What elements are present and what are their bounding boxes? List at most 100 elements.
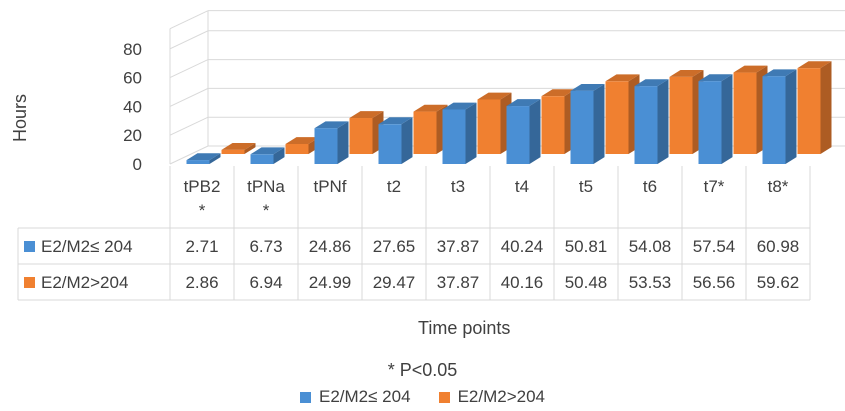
bar-series-1	[762, 69, 797, 164]
data-label: 24.99	[309, 273, 352, 292]
data-label: 37.87	[437, 273, 480, 292]
bar-top	[570, 83, 605, 91]
bar-top	[314, 121, 349, 129]
bar-side	[593, 83, 605, 164]
legend-item-series-2: E2/M2>204	[438, 386, 545, 408]
bar-series-1	[570, 83, 605, 164]
y-tick-label: 40	[123, 97, 142, 116]
category-label: t8*	[768, 177, 789, 196]
data-label: 2.71	[185, 237, 218, 256]
bar-series-2	[669, 70, 704, 154]
gridline	[169, 30, 845, 50]
bar-side	[721, 74, 733, 164]
legend-label-series-2: E2/M2>204	[457, 387, 545, 406]
bar-front	[250, 154, 274, 164]
data-label: 2.86	[185, 273, 218, 292]
data-label: 60.98	[757, 237, 800, 256]
significance-note: * P<0.05	[387, 360, 458, 380]
bar-series-1	[314, 121, 349, 164]
data-label: 57.54	[693, 237, 736, 256]
bar-series-2	[541, 89, 576, 154]
bar-front	[442, 109, 466, 164]
bar-series-1	[442, 102, 477, 164]
y-axis-title: Hours	[10, 94, 30, 142]
table-series-name: E2/M2>204	[41, 273, 128, 292]
bar-front	[605, 81, 629, 154]
bar-front	[733, 72, 757, 154]
bar-series-1	[506, 99, 541, 164]
table-series-swatch	[24, 277, 35, 288]
bar-front	[634, 86, 658, 164]
bar-top	[762, 69, 797, 77]
bar-side	[337, 121, 349, 164]
data-label: 6.94	[249, 273, 282, 292]
bar-front	[506, 106, 530, 164]
bar-front	[797, 68, 821, 154]
bar-top	[477, 92, 512, 100]
category-label: t2	[387, 177, 401, 196]
table-series-name: E2/M2≤ 204	[41, 237, 133, 256]
bar-side	[273, 147, 285, 164]
x-axis-title: Time points	[418, 318, 511, 338]
data-label: 24.86	[309, 237, 352, 256]
bar-front	[698, 81, 722, 164]
y-axis-ticks: 0 20 40 60 80	[123, 40, 142, 174]
data-label: 40.16	[501, 273, 544, 292]
bar-series-2	[221, 143, 256, 154]
bar-front	[378, 124, 402, 164]
category-label: t5	[579, 177, 593, 196]
bar-top	[733, 65, 768, 73]
data-label: 6.73	[249, 237, 282, 256]
top-edge	[169, 10, 209, 30]
bar-front	[314, 128, 338, 164]
data-label: 29.47	[373, 273, 416, 292]
legend-swatch-series-1	[300, 391, 311, 403]
table-series-swatch	[24, 241, 35, 252]
bar-side	[401, 117, 413, 164]
data-label: 40.24	[501, 237, 544, 256]
data-label: 27.65	[373, 237, 416, 256]
bar-top	[669, 70, 704, 77]
y-tick-label: 20	[123, 126, 142, 145]
bar-series-1	[698, 74, 733, 164]
bar-top	[378, 117, 413, 125]
bar-front	[541, 96, 565, 154]
bar-top	[250, 147, 285, 155]
bar-top	[442, 102, 477, 110]
bar-series-2	[413, 104, 448, 154]
category-label: tPB2	[184, 177, 221, 196]
bar-top	[349, 111, 384, 119]
bar-top	[506, 99, 541, 107]
bar-side	[820, 61, 832, 154]
y-tick-label: 80	[123, 40, 142, 59]
bar-top	[186, 153, 221, 161]
y-tick-label: 0	[133, 155, 142, 174]
category-label: *	[199, 201, 206, 220]
bar-side	[657, 79, 669, 164]
data-label: 56.56	[693, 273, 736, 292]
bar-side	[529, 99, 541, 164]
bar-top	[285, 137, 320, 145]
bar-top	[698, 74, 733, 82]
bars	[186, 61, 832, 164]
bar-series-2	[605, 74, 640, 154]
bar-front	[762, 76, 786, 164]
legend-item-series-1: E2/M2≤ 204	[300, 386, 411, 408]
bar-front	[477, 99, 501, 154]
bar-top	[221, 143, 256, 150]
data-label: 54.08	[629, 237, 672, 256]
bar-series-2	[797, 61, 832, 154]
category-label: t6	[643, 177, 657, 196]
legend-label-series-1: E2/M2≤ 204	[319, 387, 411, 406]
data-label: 50.81	[565, 237, 608, 256]
bar-series-1	[186, 153, 221, 164]
bar-front	[570, 90, 594, 164]
bar-side	[785, 69, 797, 164]
bar-series-1	[250, 147, 285, 164]
category-label: t7*	[704, 177, 725, 196]
legend: E2/M2≤ 204 E2/M2>204	[0, 386, 845, 408]
bar-series-2	[733, 65, 768, 154]
bar-front	[413, 111, 437, 154]
bar-series-1	[378, 117, 413, 164]
